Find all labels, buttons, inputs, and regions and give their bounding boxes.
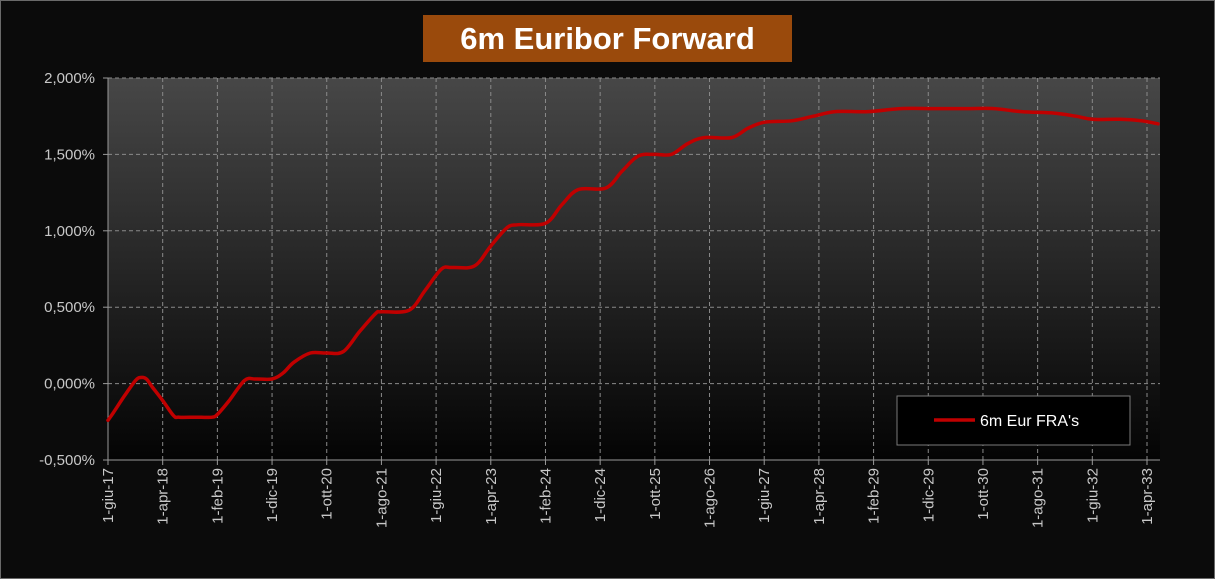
x-tick-label: 1-dic-19 — [264, 468, 281, 522]
y-tick-label: 1,000% — [44, 223, 95, 240]
axes — [103, 77, 1160, 461]
legend: 6m Eur FRA's — [896, 395, 1131, 446]
x-tick-label: 1-giu-17 — [100, 468, 117, 523]
x-tick-label: 1-giu-27 — [756, 468, 773, 523]
y-tick-label: 1,500% — [44, 146, 95, 163]
x-tick-label: 1-ott-25 — [647, 468, 664, 520]
y-tick-label: 2,000% — [44, 70, 95, 87]
x-tick-label: 1-apr-28 — [811, 468, 828, 525]
x-tick-label: 1-giu-32 — [1084, 468, 1101, 523]
x-tick-label: 1-feb-29 — [866, 468, 883, 524]
x-tick-label: 1-giu-22 — [428, 468, 445, 523]
x-tick-label: 1-ago-31 — [1030, 468, 1047, 528]
x-axis-tick-labels: 1-giu-17 1-apr-18 1-feb-19 1-dic-19 1-ott-20… — [100, 468, 1156, 528]
x-tick-label: 1-ago-21 — [373, 468, 390, 528]
y-tick-label: -0,500% — [39, 452, 95, 469]
x-tick-label: 1-feb-24 — [537, 468, 554, 524]
x-tick-label: 1-ott-30 — [975, 468, 992, 520]
x-tick-label: 1-ago-26 — [702, 468, 719, 528]
legend-label: 6m Eur FRA's — [980, 413, 1079, 430]
series-layer — [106, 106, 1160, 423]
x-tick-label: 1-dic-29 — [920, 468, 937, 522]
series-line — [106, 106, 1160, 423]
x-tick-label: 1-feb-19 — [209, 468, 226, 524]
grid-lines — [107, 77, 1160, 465]
chart-title: 6m Euribor Forward — [423, 15, 792, 62]
x-tick-label: 1-apr-23 — [483, 468, 500, 525]
x-tick-label: 1-ott-20 — [319, 468, 336, 520]
x-tick-label: 1-dic-24 — [592, 468, 609, 522]
x-tick-label: 1-apr-18 — [155, 468, 172, 525]
y-tick-label: 0,000% — [44, 376, 95, 393]
x-tick-label: 1-apr-33 — [1139, 468, 1156, 525]
y-tick-label: 0,500% — [44, 299, 95, 316]
y-axis-tick-labels: -0,500% 0,000% 0,500% 1,000% 1,500% 2,000% — [39, 70, 95, 469]
